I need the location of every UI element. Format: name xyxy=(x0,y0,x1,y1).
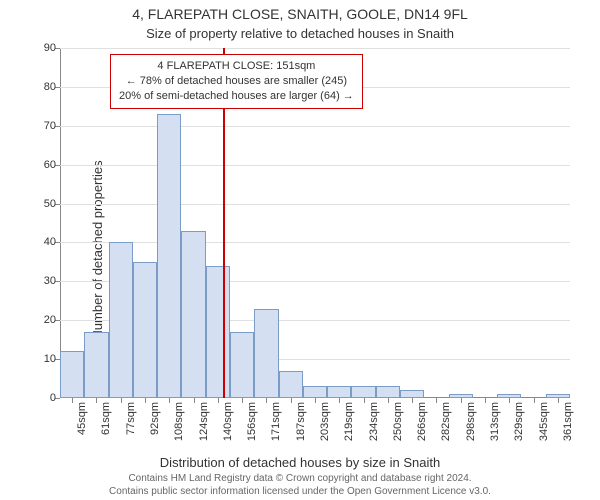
histogram-bar xyxy=(279,371,303,398)
x-tick-label: 92sqm xyxy=(149,402,161,435)
x-tick-mark xyxy=(218,398,219,403)
x-tick-mark xyxy=(169,398,170,403)
x-tick-mark xyxy=(461,398,462,403)
info-box-line: ← 78% of detached houses are smaller (24… xyxy=(119,74,354,89)
x-tick-mark xyxy=(364,398,365,403)
histogram-bar xyxy=(133,262,157,398)
x-tick-mark xyxy=(194,398,195,403)
plot-area: 010203040506070809045sqm61sqm77sqm92sqm1… xyxy=(60,48,570,398)
chart-title-sub: Size of property relative to detached ho… xyxy=(0,26,600,41)
x-tick-mark xyxy=(266,398,267,403)
x-tick-mark xyxy=(485,398,486,403)
x-tick-label: 313sqm xyxy=(489,402,501,441)
x-tick-mark xyxy=(388,398,389,403)
x-tick-label: 361sqm xyxy=(562,402,574,441)
gridline xyxy=(60,204,570,205)
info-box-line: 4 FLAREPATH CLOSE: 151sqm xyxy=(119,59,354,74)
x-tick-label: 203sqm xyxy=(319,402,331,441)
x-tick-label: 77sqm xyxy=(125,402,137,435)
histogram-bar xyxy=(206,266,230,398)
footer-line-2: Contains public sector information licen… xyxy=(0,486,600,499)
x-tick-mark xyxy=(145,398,146,403)
y-tick-label: 90 xyxy=(26,42,56,54)
footer-line-1: Contains HM Land Registry data © Crown c… xyxy=(0,473,600,486)
gridline xyxy=(60,126,570,127)
x-tick-label: 219sqm xyxy=(343,402,355,441)
histogram-bar xyxy=(400,390,424,398)
x-tick-label: 171sqm xyxy=(270,402,282,441)
info-box: 4 FLAREPATH CLOSE: 151sqm← 78% of detach… xyxy=(110,54,363,109)
x-tick-mark xyxy=(558,398,559,403)
gridline xyxy=(60,48,570,49)
x-tick-mark xyxy=(509,398,510,403)
x-tick-mark xyxy=(436,398,437,403)
x-tick-label: 108sqm xyxy=(173,402,185,441)
y-tick-label: 70 xyxy=(26,120,56,132)
gridline xyxy=(60,242,570,243)
x-tick-label: 140sqm xyxy=(222,402,234,441)
x-tick-label: 345sqm xyxy=(538,402,550,441)
chart-title-main: 4, FLAREPATH CLOSE, SNAITH, GOOLE, DN14 … xyxy=(0,6,600,22)
y-tick-label: 30 xyxy=(26,275,56,287)
y-tick-label: 80 xyxy=(26,81,56,93)
y-tick-label: 10 xyxy=(26,353,56,365)
x-tick-mark xyxy=(534,398,535,403)
gridline xyxy=(60,165,570,166)
y-tick-label: 20 xyxy=(26,314,56,326)
y-tick-label: 50 xyxy=(26,198,56,210)
x-tick-mark xyxy=(339,398,340,403)
footer-attribution: Contains HM Land Registry data © Crown c… xyxy=(0,473,600,498)
x-tick-mark xyxy=(315,398,316,403)
x-tick-mark xyxy=(121,398,122,403)
x-tick-label: 282sqm xyxy=(440,402,452,441)
x-tick-label: 234sqm xyxy=(368,402,380,441)
x-tick-mark xyxy=(291,398,292,403)
x-tick-label: 61sqm xyxy=(100,402,112,435)
x-tick-label: 329sqm xyxy=(513,402,525,441)
x-axis-label: Distribution of detached houses by size … xyxy=(0,455,600,470)
histogram-bar xyxy=(303,386,327,398)
histogram-bar xyxy=(84,332,108,398)
x-tick-mark xyxy=(412,398,413,403)
histogram-bar xyxy=(351,386,375,398)
histogram-bar xyxy=(60,351,84,398)
histogram-bar xyxy=(109,242,133,398)
histogram-bar xyxy=(157,114,181,398)
y-tick-label: 60 xyxy=(26,159,56,171)
x-tick-mark xyxy=(72,398,73,403)
y-axis-line xyxy=(60,48,61,398)
x-tick-label: 298sqm xyxy=(465,402,477,441)
x-tick-label: 45sqm xyxy=(76,402,88,435)
histogram-bar xyxy=(327,386,351,398)
x-tick-label: 266sqm xyxy=(416,402,428,441)
y-tick-label: 0 xyxy=(26,392,56,404)
x-tick-label: 187sqm xyxy=(295,402,307,441)
info-box-line: 20% of semi-detached houses are larger (… xyxy=(119,89,354,104)
histogram-bar xyxy=(181,231,205,398)
histogram-bar xyxy=(230,332,254,398)
x-tick-mark xyxy=(96,398,97,403)
x-tick-label: 250sqm xyxy=(392,402,404,441)
histogram-bar xyxy=(376,386,400,398)
x-tick-label: 156sqm xyxy=(246,402,258,441)
chart-container: 4, FLAREPATH CLOSE, SNAITH, GOOLE, DN14 … xyxy=(0,0,600,500)
x-tick-mark xyxy=(242,398,243,403)
y-tick-label: 40 xyxy=(26,236,56,248)
x-tick-label: 124sqm xyxy=(198,402,210,441)
histogram-bar xyxy=(254,309,278,398)
